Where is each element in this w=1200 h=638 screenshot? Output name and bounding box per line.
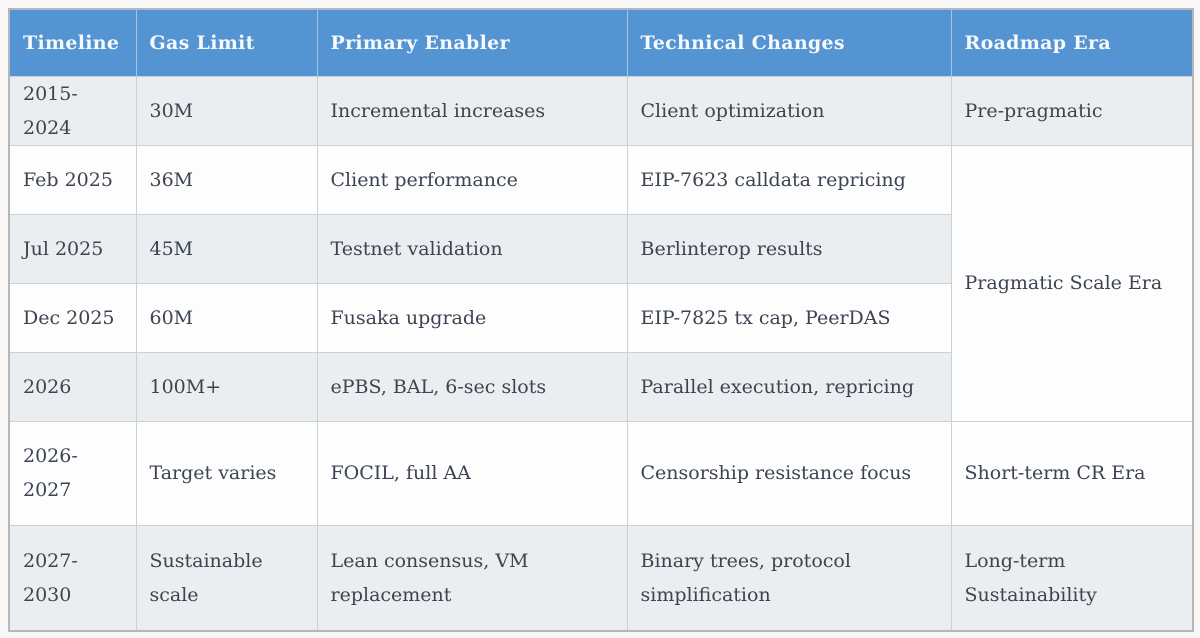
cell-technical-changes: Berlinterop results xyxy=(626,213,952,284)
cell-gas-limit: Sustainable scale xyxy=(135,524,318,632)
cell-primary-enabler: FOCIL, full AA xyxy=(316,420,628,526)
cell-technical-changes: Client optimization xyxy=(626,75,952,146)
table-row: 2026 100M+ ePBS, BAL, 6-sec slots Parall… xyxy=(8,351,1193,422)
cell-primary-enabler: Incremental increases xyxy=(316,75,628,146)
table-body: 2015-2024 30M Incremental increases Clie… xyxy=(8,75,1194,632)
cell-gas-limit: 60M xyxy=(135,282,318,353)
column-header-technical-changes: Technical Changes xyxy=(627,9,952,77)
table-row: 2015-2024 30M Incremental increases Clie… xyxy=(8,75,1194,146)
column-header-gas-limit: Gas Limit xyxy=(136,9,318,77)
roadmap-table: Timeline Gas Limit Primary Enabler Techn… xyxy=(8,8,1194,632)
cell-timeline: 2015-2024 xyxy=(8,75,137,146)
cell-technical-changes: Censorship resistance focus xyxy=(626,420,952,526)
table-row: 2027-2030 Sustainable scale Lean consens… xyxy=(8,524,1194,632)
cell-gas-limit: 100M+ xyxy=(135,351,318,422)
cell-primary-enabler: Fusaka upgrade xyxy=(316,282,628,353)
table-row: Dec 2025 60M Fusaka upgrade EIP-7825 tx … xyxy=(8,282,1193,353)
cell-primary-enabler: Client performance xyxy=(316,144,628,215)
cell-technical-changes: EIP-7825 tx cap, PeerDAS xyxy=(626,282,952,353)
column-header-primary-enabler: Primary Enabler xyxy=(317,9,628,77)
cell-technical-changes: EIP-7623 calldata repricing xyxy=(626,144,952,215)
cell-roadmap-era: Short-term CR Era xyxy=(950,420,1194,526)
cell-timeline: Feb 2025 xyxy=(8,144,137,215)
cell-timeline: 2027-2030 xyxy=(8,524,137,632)
table-header: Timeline Gas Limit Primary Enabler Techn… xyxy=(9,9,1193,77)
cell-primary-enabler: ePBS, BAL, 6-sec slots xyxy=(316,351,628,422)
cell-gas-limit: Target varies xyxy=(135,420,318,526)
cell-roadmap-era: Long-term Sustainability xyxy=(950,524,1194,632)
cell-gas-limit: 30M xyxy=(135,75,318,146)
cell-gas-limit: 36M xyxy=(135,144,318,215)
column-header-timeline: Timeline xyxy=(9,9,137,77)
cell-roadmap-era-merged: Pragmatic Scale Era xyxy=(950,144,1194,422)
cell-timeline: Dec 2025 xyxy=(8,282,137,353)
cell-primary-enabler: Testnet validation xyxy=(316,213,628,284)
cell-roadmap-era: Pre-pragmatic xyxy=(950,75,1194,146)
table-row: Jul 2025 45M Testnet validation Berlinte… xyxy=(8,213,1193,284)
cell-technical-changes: Binary trees, protocol simplification xyxy=(626,524,952,632)
header-row: Timeline Gas Limit Primary Enabler Techn… xyxy=(9,9,1193,77)
column-header-roadmap-era: Roadmap Era xyxy=(951,9,1193,77)
cell-timeline: Jul 2025 xyxy=(8,213,137,284)
cell-gas-limit: 45M xyxy=(135,213,318,284)
cell-timeline: 2026 xyxy=(8,351,137,422)
cell-technical-changes: Parallel execution, repricing xyxy=(626,351,952,422)
table-row: Feb 2025 36M Client performance EIP-7623… xyxy=(8,144,1194,422)
table-row: 2026-2027 Target varies FOCIL, full AA C… xyxy=(8,420,1194,526)
cell-timeline: 2026-2027 xyxy=(8,420,137,526)
cell-primary-enabler: Lean consensus, VM replacement xyxy=(316,524,628,632)
